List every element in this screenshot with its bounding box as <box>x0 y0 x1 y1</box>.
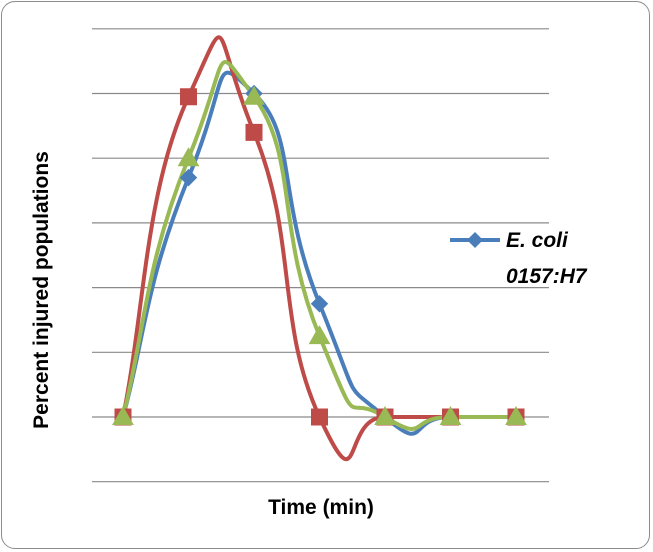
series-1-point-3 <box>310 295 329 313</box>
series-line-3 <box>121 60 516 431</box>
series-layer <box>112 35 527 462</box>
series-line-2 <box>121 35 516 462</box>
series-3-point-1 <box>177 147 200 167</box>
series-1-point-1 <box>179 168 198 187</box>
y-axis-label: Percent injured populations <box>30 151 53 429</box>
series-3-point-4 <box>374 405 396 425</box>
series-3-point-5 <box>439 405 462 425</box>
legend-marker-diamond <box>467 232 483 248</box>
series-3-point-3 <box>308 325 331 345</box>
series-3-point-6 <box>505 405 527 425</box>
series-2-point-2 <box>245 123 263 141</box>
series-3-point-0 <box>112 405 134 425</box>
series-3-point-2 <box>243 85 265 105</box>
series-2-point-1 <box>180 88 197 106</box>
legend: E. coli 0157:H7 <box>450 229 588 288</box>
series-2-point-3 <box>311 408 328 426</box>
legend-label-line1: E. coli <box>506 229 569 252</box>
legend-label-line2: 0157:H7 <box>506 265 588 288</box>
series-line-1 <box>121 70 516 436</box>
x-axis-label: Time (min) <box>268 496 374 519</box>
